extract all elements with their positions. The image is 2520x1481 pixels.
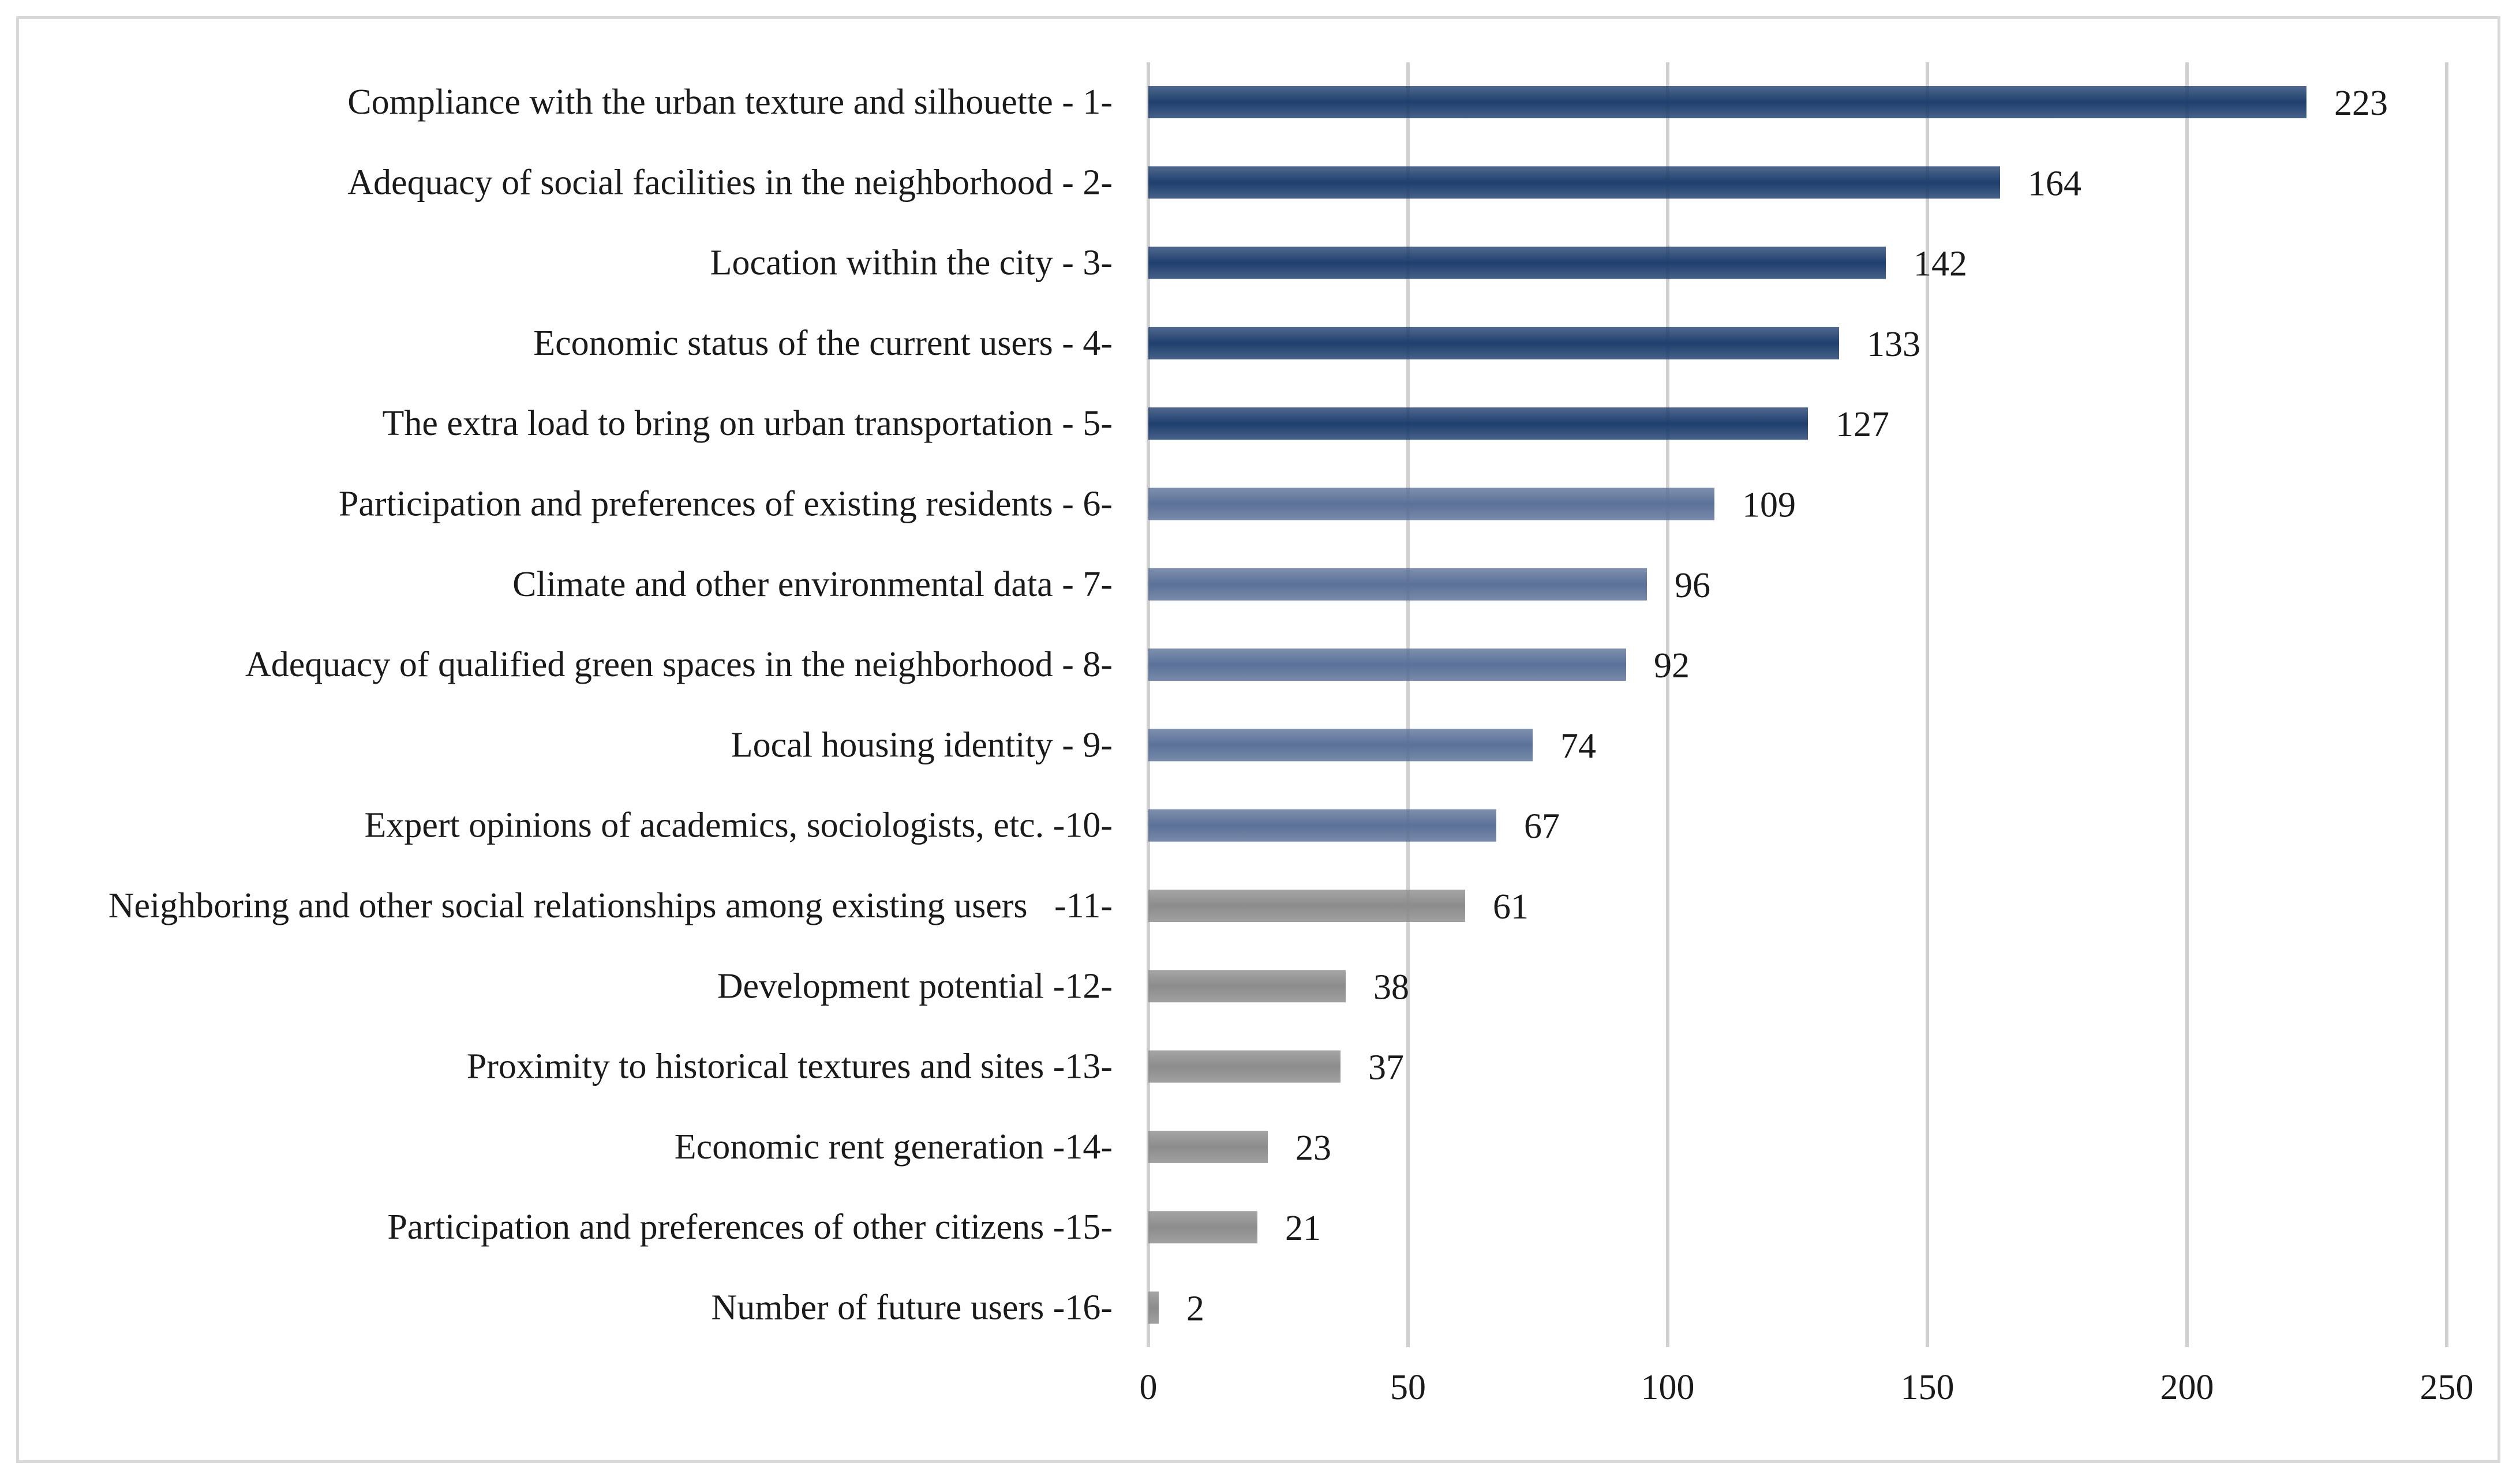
- bar-12: [1148, 970, 1346, 1003]
- x-tick-label: 200: [2160, 1368, 2214, 1407]
- category-label: Location within the city - 3-: [710, 243, 1113, 283]
- bar-11: [1148, 890, 1465, 922]
- data-label: 21: [1285, 1209, 1321, 1248]
- data-label: 142: [1914, 245, 1967, 284]
- bar-4: [1148, 327, 1839, 359]
- data-label: 164: [2028, 164, 2081, 203]
- category-label: Adequacy of social facilities in the nei…: [347, 163, 1113, 202]
- x-tick-label: 250: [2420, 1368, 2474, 1407]
- x-tick-label: 50: [1390, 1368, 1426, 1407]
- bar-1: [1148, 86, 2306, 118]
- data-label: 38: [1373, 968, 1409, 1007]
- bar-7: [1148, 568, 1647, 601]
- data-label: 67: [1524, 807, 1560, 846]
- category-label: Participation and preferences of existin…: [339, 485, 1113, 524]
- x-tick-label: 0: [1140, 1368, 1158, 1407]
- data-label: 133: [1867, 325, 1920, 364]
- category-label: Economic status of the current users - 4…: [533, 324, 1113, 363]
- bar-16: [1148, 1291, 1159, 1324]
- category-label: Development potential -12-: [717, 966, 1113, 1006]
- category-label: The extra load to bring on urban transpo…: [383, 404, 1113, 443]
- category-label: Climate and other environmental data - 7…: [512, 565, 1113, 604]
- data-label: 109: [1742, 486, 1796, 525]
- data-label: 127: [1836, 405, 1889, 444]
- bar-10: [1148, 809, 1496, 842]
- bar-6: [1148, 488, 1714, 520]
- category-label: Participation and preferences of other c…: [387, 1208, 1113, 1247]
- data-label: 23: [1295, 1128, 1331, 1168]
- bar-5: [1148, 407, 1808, 440]
- bar-2: [1148, 166, 2000, 199]
- category-label: Local housing identity - 9-: [731, 725, 1113, 764]
- category-label: Neighboring and other social relationshi…: [108, 886, 1113, 925]
- bar-8: [1148, 648, 1626, 681]
- category-label: Proximity to historical textures and sit…: [467, 1047, 1113, 1086]
- category-label: Expert opinions of academics, sociologis…: [364, 806, 1113, 845]
- data-label: 61: [1493, 887, 1529, 927]
- data-label: 223: [2334, 84, 2388, 123]
- bar-14: [1148, 1130, 1268, 1163]
- x-tick-label: 150: [1901, 1368, 1954, 1407]
- bar-15: [1148, 1211, 1257, 1244]
- bar-13: [1148, 1050, 1340, 1083]
- category-label: Adequacy of qualified green spaces in th…: [245, 645, 1113, 684]
- bar-9: [1148, 729, 1533, 762]
- data-label: 74: [1560, 726, 1596, 766]
- data-label: 96: [1675, 566, 1710, 605]
- x-tick-label: 100: [1641, 1368, 1695, 1407]
- category-label: Economic rent generation -14-: [675, 1127, 1113, 1167]
- data-label: 37: [1368, 1048, 1404, 1088]
- bar-3: [1148, 246, 1886, 279]
- data-label: 92: [1654, 646, 1690, 685]
- category-label: Number of future users -16-: [711, 1288, 1113, 1328]
- category-label: Compliance with the urban texture and si…: [347, 83, 1113, 122]
- data-label: 2: [1186, 1289, 1204, 1329]
